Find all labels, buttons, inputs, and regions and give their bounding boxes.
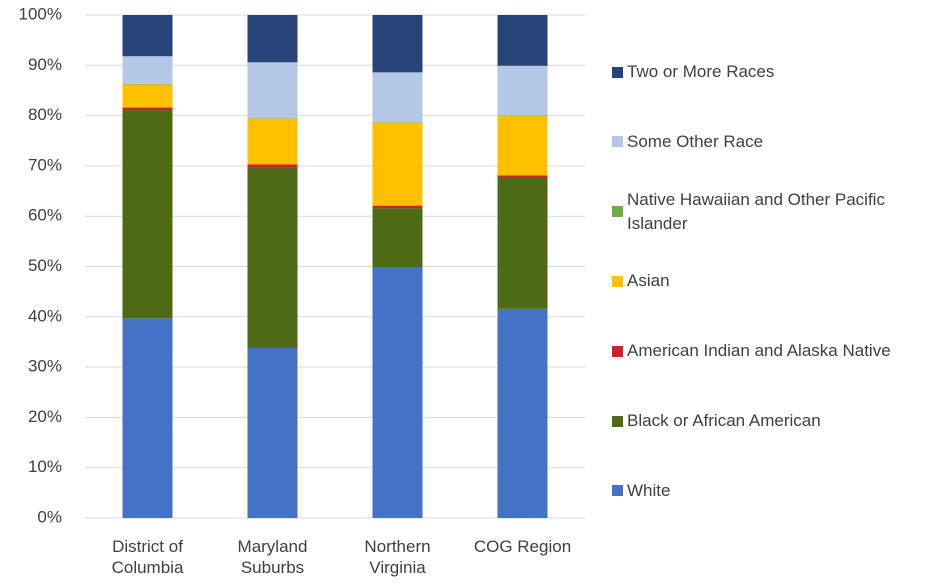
legend-swatch [612, 275, 623, 287]
bar-segment [122, 107, 173, 111]
x-tick-label: District of Columbia [111, 537, 184, 577]
bar-segment [122, 110, 173, 319]
y-tick-label: 50% [28, 256, 62, 275]
x-tick-label: COG Region [473, 537, 572, 556]
legend-swatch [612, 485, 623, 497]
bar-segment [122, 83, 173, 85]
x-tick-label: Northern Virginia [364, 537, 431, 577]
bar-segment [247, 167, 298, 348]
bar-segment [372, 208, 423, 268]
bar-segment [372, 72, 423, 123]
bar-segment [247, 15, 298, 63]
bar-segment [497, 177, 548, 309]
y-tick-label: 0% [37, 507, 62, 526]
legend-item: Black or African American [612, 391, 927, 451]
bar-segment [372, 15, 423, 73]
bar-segment [372, 267, 423, 518]
bar-segment [247, 164, 298, 168]
bar-segment [247, 118, 298, 165]
legend-item: American Indian and Alaska Native [612, 321, 927, 381]
bar-segment [497, 175, 548, 178]
y-tick-label: 10% [28, 457, 62, 476]
bar-segment [497, 65, 548, 116]
bar-segment [122, 318, 173, 518]
bar-segment [247, 347, 298, 518]
legend-label: Some Other Race [627, 131, 764, 151]
bar-segment [122, 56, 173, 84]
legend-label: Black or African American [627, 411, 821, 430]
y-tick-label: 60% [28, 206, 62, 225]
bar-segment [247, 62, 298, 119]
bar-segment [122, 15, 173, 57]
legend-item: Asian [612, 251, 927, 311]
y-tick-label: 20% [28, 407, 62, 426]
bar-segment [372, 122, 423, 123]
y-tick-label: 40% [28, 306, 62, 325]
legend-item: White [612, 461, 927, 521]
legend-label: Asian [627, 271, 670, 291]
bar-segment [497, 115, 548, 117]
legend-swatch [612, 206, 623, 218]
legend-label: White [627, 480, 671, 500]
bar-segment [497, 116, 548, 176]
legend-label: American Indian and Alaska Native [627, 341, 891, 361]
y-tick-label: 30% [28, 357, 62, 376]
x-tick-label: Maryland Suburbs [237, 537, 308, 577]
y-tick-label: 70% [28, 155, 62, 174]
legend-label: Two or More Races [627, 62, 775, 81]
legend-item: Two or More Races [612, 42, 927, 102]
bar-segment [122, 84, 173, 108]
bar-segment [497, 15, 548, 66]
legend-label: Native Hawaiian and Other Pacific Island… [627, 189, 885, 233]
bar-segment [372, 205, 423, 209]
bar-segment [372, 122, 423, 206]
y-tick-label: 80% [28, 105, 62, 124]
legend-item: Native Hawaiian and Other Pacific Island… [612, 182, 927, 242]
legend-swatch [612, 345, 623, 357]
y-tick-label: 90% [28, 55, 62, 74]
legend-swatch [612, 415, 623, 427]
y-tick-label: 100% [19, 4, 62, 23]
bar-segment [247, 118, 298, 119]
legend-swatch [612, 66, 623, 78]
legend-swatch [612, 136, 623, 148]
legend-item: Some Other Race [612, 112, 927, 172]
bar-segment [497, 308, 548, 518]
